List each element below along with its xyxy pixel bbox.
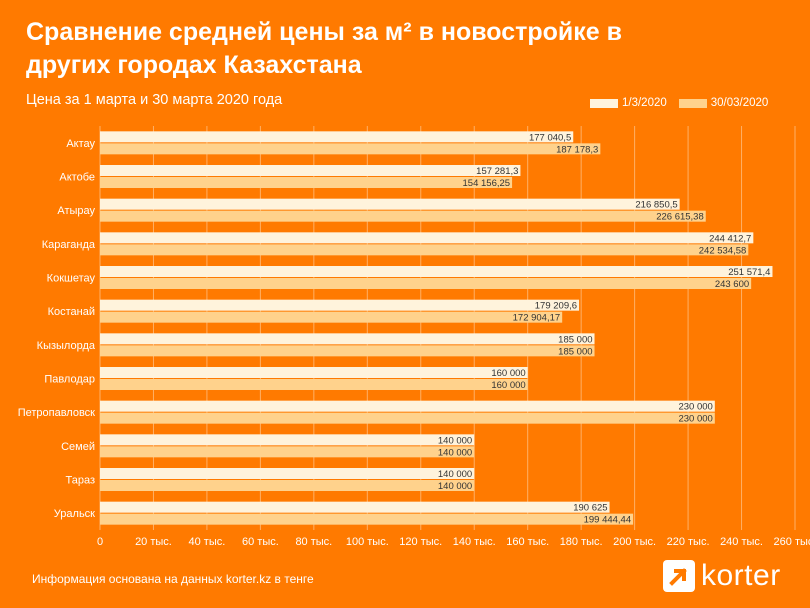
- category-label: Караганда: [42, 239, 96, 251]
- bar-2: [100, 446, 475, 458]
- category-label: Актау: [66, 138, 95, 150]
- x-tick-label: 140 тыс.: [453, 536, 496, 548]
- bar-1: [100, 333, 595, 345]
- category-label: Атырау: [57, 205, 95, 217]
- bar-1: [100, 232, 754, 244]
- legend-label-series2: 30/03/2020: [710, 97, 769, 109]
- x-tick-label: 180 тыс.: [560, 536, 603, 548]
- data-label: 190 625: [573, 503, 607, 514]
- bar-1: [100, 400, 715, 412]
- chart-subtitle: Цена за 1 марта и 30 марта 2020 года: [26, 92, 283, 108]
- data-label: 154 156,25: [463, 178, 511, 189]
- data-label: 187 178,3: [556, 144, 598, 155]
- bar-1: [100, 468, 475, 479]
- legend: 1/3/2020 30/03/2020: [590, 97, 780, 109]
- category-label: Актобе: [59, 172, 95, 184]
- data-label: 160 000: [491, 380, 525, 391]
- data-label: 199 444,44: [584, 515, 632, 526]
- legend-item-series1: 1/3/2020: [590, 97, 667, 109]
- data-label: 185 000: [558, 334, 592, 345]
- category-label: Семей: [61, 441, 95, 453]
- bar-1: [100, 501, 610, 513]
- x-tick-label: 40 тыс.: [189, 536, 226, 548]
- bar-2: [100, 480, 475, 491]
- arrow-logo-icon: [663, 560, 695, 592]
- data-label: 157 281,3: [476, 166, 518, 177]
- category-label: Петропавловск: [18, 407, 95, 419]
- bar-2: [100, 345, 595, 357]
- bar-1: [100, 198, 680, 210]
- x-tick-label: 0: [97, 536, 103, 548]
- data-label: 140 000: [438, 481, 472, 492]
- bar-2: [100, 513, 634, 525]
- data-label: 242 534,58: [699, 245, 747, 256]
- bar-2: [100, 412, 715, 424]
- data-label: 230 000: [678, 402, 712, 413]
- category-label: Павлодар: [44, 374, 95, 386]
- data-label: 140 000: [438, 469, 472, 480]
- bar-2: [100, 278, 752, 289]
- category-label: Кокшетау: [47, 273, 96, 285]
- footer-note: Информация основана на данных korter.kz …: [32, 572, 314, 586]
- data-label: 230 000: [678, 414, 712, 425]
- data-label: 140 000: [438, 435, 472, 446]
- data-label: 140 000: [438, 447, 472, 458]
- data-label: 243 600: [715, 279, 749, 290]
- category-label: Уральск: [54, 508, 95, 520]
- bar-2: [100, 379, 528, 390]
- data-label: 185 000: [558, 346, 592, 357]
- bar-1: [100, 131, 574, 143]
- x-tick-label: 100 тыс.: [346, 536, 389, 548]
- legend-item-series2: 30/03/2020: [678, 97, 769, 109]
- legend-swatch-series1: [590, 98, 618, 108]
- bar-1: [100, 367, 528, 378]
- data-label: 179 209,6: [535, 301, 577, 312]
- x-tick-label: 240 тыс.: [720, 536, 763, 548]
- x-tick-label: 160 тыс.: [506, 536, 549, 548]
- x-tick-label: 120 тыс.: [399, 536, 442, 548]
- data-label: 160 000: [491, 368, 525, 379]
- bar-2: [100, 311, 563, 323]
- data-label: 216 850,5: [635, 200, 677, 211]
- x-tick-label: 200 тыс.: [613, 536, 656, 548]
- legend-swatch-series2: [678, 98, 707, 108]
- bar-2: [100, 244, 749, 256]
- legend-label-series1: 1/3/2020: [622, 97, 667, 109]
- bar-2: [100, 177, 513, 188]
- x-tick-label: 80 тыс.: [295, 536, 332, 548]
- x-tick-label: 60 тыс.: [242, 536, 279, 548]
- x-tick-label: 260 тыс.: [774, 536, 810, 548]
- data-label: 226 615,38: [656, 212, 704, 223]
- bar-2: [100, 210, 706, 222]
- bar-1: [100, 165, 521, 176]
- bar-1: [100, 434, 475, 446]
- x-tick-label: 20 тыс.: [135, 536, 172, 548]
- logo-wordmark: korter: [701, 559, 781, 592]
- korter-logo: korter: [663, 560, 781, 592]
- category-label: Тараз: [66, 475, 96, 487]
- bar-1: [100, 266, 773, 277]
- category-label: Кызылорда: [37, 340, 96, 352]
- bar-1: [100, 299, 580, 311]
- data-label: 244 412,7: [709, 233, 751, 244]
- x-tick-label: 220 тыс.: [667, 536, 710, 548]
- data-label: 251 571,4: [728, 267, 770, 278]
- chart-title: Сравнение средней цены за м² в новострой…: [26, 18, 623, 79]
- bar-2: [100, 143, 601, 155]
- data-label: 177 040,5: [529, 132, 571, 143]
- data-label: 172 904,17: [513, 313, 561, 324]
- category-label: Костанай: [48, 306, 95, 318]
